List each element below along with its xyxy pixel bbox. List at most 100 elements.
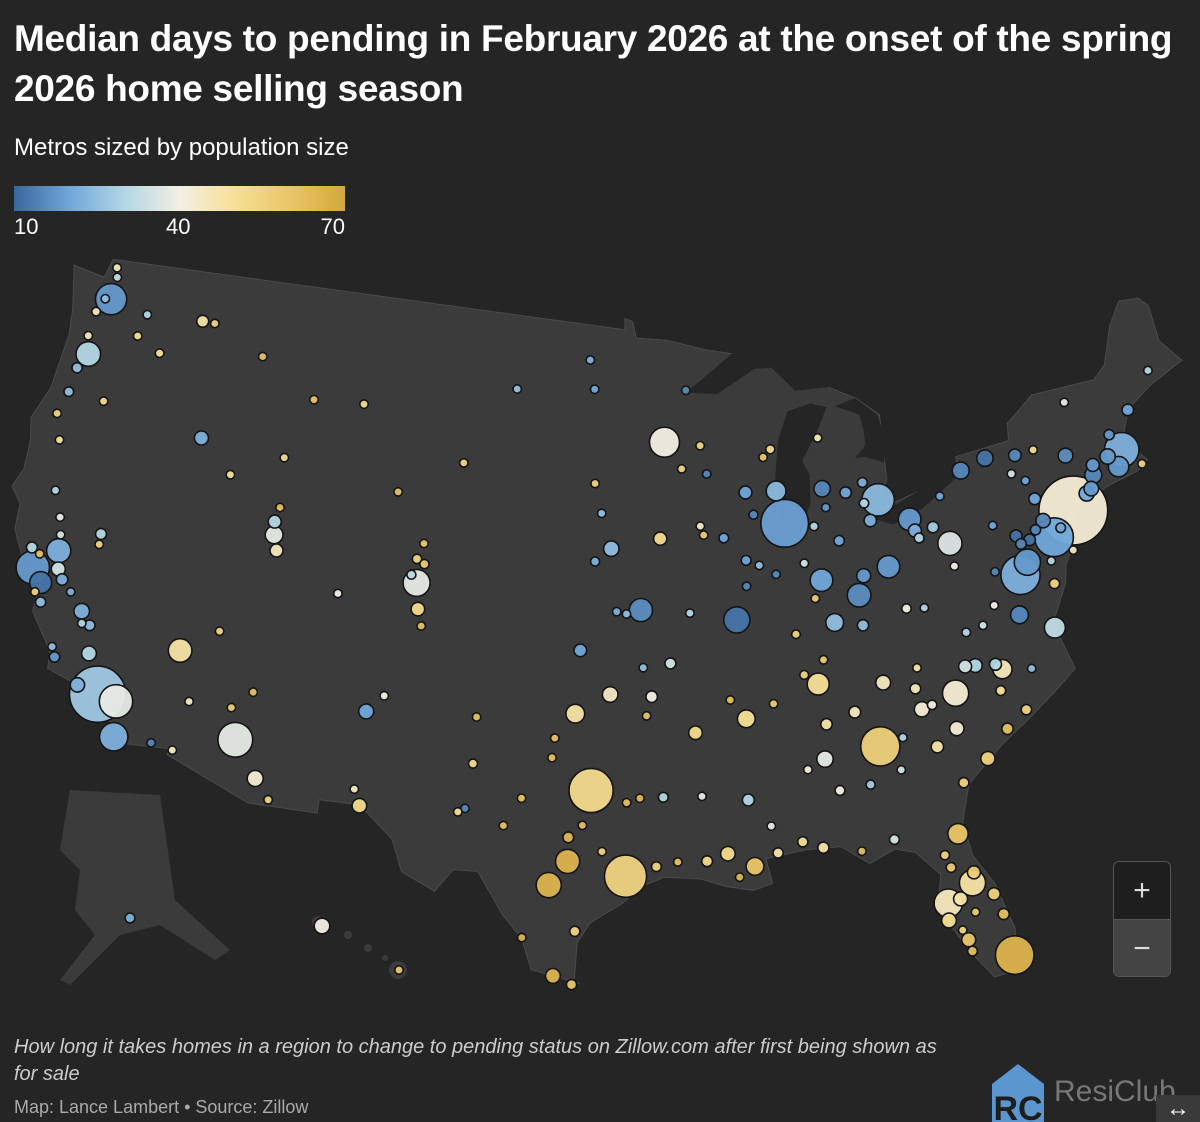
metro-bubble[interactable] [628,597,654,623]
metro-bubble[interactable] [257,351,268,362]
metro-bubble[interactable] [411,553,423,565]
metro-bubble[interactable] [1103,428,1115,441]
metro-bubble[interactable] [820,502,831,513]
metro-bubble[interactable] [351,797,368,814]
metro-bubble[interactable] [1029,523,1042,536]
metro-bubble[interactable] [71,361,83,374]
metro-bubble[interactable] [966,945,979,957]
metro-bubble[interactable] [937,530,963,557]
metro-bubble[interactable] [94,282,128,316]
metro-bubble[interactable] [741,793,756,807]
metro-bubble[interactable] [1000,722,1014,736]
metro-bubble[interactable] [989,566,1000,577]
metro-bubble[interactable] [876,554,901,579]
metro-bubble[interactable] [909,682,922,695]
metro-bubble[interactable] [939,849,951,861]
metro-bubble[interactable] [516,932,527,943]
metro-bubble[interactable] [856,846,867,857]
metro-bubble[interactable] [50,485,61,496]
metro-bubble[interactable] [1020,703,1033,716]
metro-bubble[interactable] [856,476,869,489]
metro-bubble[interactable] [664,657,677,670]
metro-bubble[interactable] [248,687,259,698]
metro-bubble[interactable] [833,534,846,547]
metro-bubble[interactable] [516,793,527,804]
metro-bubble[interactable] [29,586,40,597]
metro-bubble[interactable] [977,620,988,631]
metro-bubble[interactable] [76,618,87,629]
metro-bubble[interactable] [573,643,588,658]
metro-bubble[interactable] [701,468,712,479]
metro-bubble[interactable] [855,567,872,584]
metro-bubble[interactable] [952,891,969,907]
metro-bubble[interactable] [760,498,810,548]
metro-bubble[interactable] [1046,555,1057,566]
metro-bubble[interactable] [142,309,153,320]
metro-bubble[interactable] [745,856,765,877]
metro-bubble[interactable] [718,532,730,544]
metro-bubble[interactable] [859,726,901,767]
zoom-in-button[interactable]: + [1114,862,1170,920]
metro-bubble[interactable] [263,794,274,805]
metro-bubble[interactable] [913,532,925,544]
metro-bubble[interactable] [652,531,668,547]
metro-bubble[interactable] [590,478,601,489]
metro-bubble[interactable] [418,558,430,570]
metro-bubble[interactable] [817,841,830,855]
metro-bubble[interactable] [589,384,600,395]
metro-bubble[interactable] [308,394,319,405]
metro-bubble[interactable] [98,721,129,752]
metro-bubble[interactable] [132,330,143,341]
metro-bubble[interactable] [603,854,648,899]
metro-bubble[interactable] [1059,397,1070,408]
metro-bubble[interactable] [98,396,109,407]
metro-bubble[interactable] [834,784,846,797]
metro-bubble[interactable] [700,854,714,868]
metro-bubble[interactable] [987,520,998,531]
metro-bubble[interactable] [217,721,254,758]
metro-bubble[interactable] [1043,616,1067,639]
metro-bubble[interactable] [562,831,575,844]
metro-bubble[interactable] [846,582,872,608]
metro-bubble[interactable] [808,521,820,532]
metro-bubble[interactable] [94,527,108,541]
metro-bubble[interactable] [418,538,429,549]
metro-bubble[interactable] [839,486,853,500]
metro-bubble[interactable] [274,502,285,513]
metro-bubble[interactable] [719,845,737,862]
metro-bubble[interactable] [225,469,236,480]
metro-bubble[interactable] [167,637,193,664]
metro-bubble[interactable] [740,554,752,567]
metro-bubble[interactable] [874,674,892,691]
metro-bubble[interactable] [1009,605,1030,625]
metro-bubble[interactable] [565,978,578,991]
metro-bubble[interactable] [966,864,982,880]
metro-bubble[interactable] [45,537,72,564]
metro-bubble[interactable] [589,556,601,567]
metro-bubble[interactable] [648,426,681,459]
metro-bubble[interactable] [772,847,784,859]
metro-bubble[interactable] [313,917,331,935]
metro-bubble[interactable] [856,618,870,632]
metro-bubble[interactable] [467,758,479,769]
metro-bubble[interactable] [698,530,709,541]
metro-bubble[interactable] [695,521,706,532]
metro-bubble[interactable] [112,272,123,283]
metro-bubble[interactable] [226,702,237,713]
metro-bubble[interactable] [73,602,91,620]
metro-bubble[interactable] [379,690,390,701]
metro-bubble[interactable] [824,612,845,633]
metro-bubble[interactable] [512,383,523,394]
metro-bubble[interactable] [1006,468,1017,479]
metro-bubble[interactable] [269,543,284,558]
metro-bubble[interactable] [621,608,632,619]
metro-bubble[interactable] [596,846,607,857]
expand-icon[interactable]: ↔ [1156,1095,1200,1122]
metro-bubble[interactable] [535,871,563,899]
metro-bubble[interactable] [734,872,745,883]
metro-bubble[interactable] [940,912,958,929]
metro-bubble[interactable] [358,399,369,410]
metro-bubble[interactable] [48,650,61,663]
metro-bubble[interactable] [577,820,588,831]
metro-bubble[interactable] [146,737,157,748]
